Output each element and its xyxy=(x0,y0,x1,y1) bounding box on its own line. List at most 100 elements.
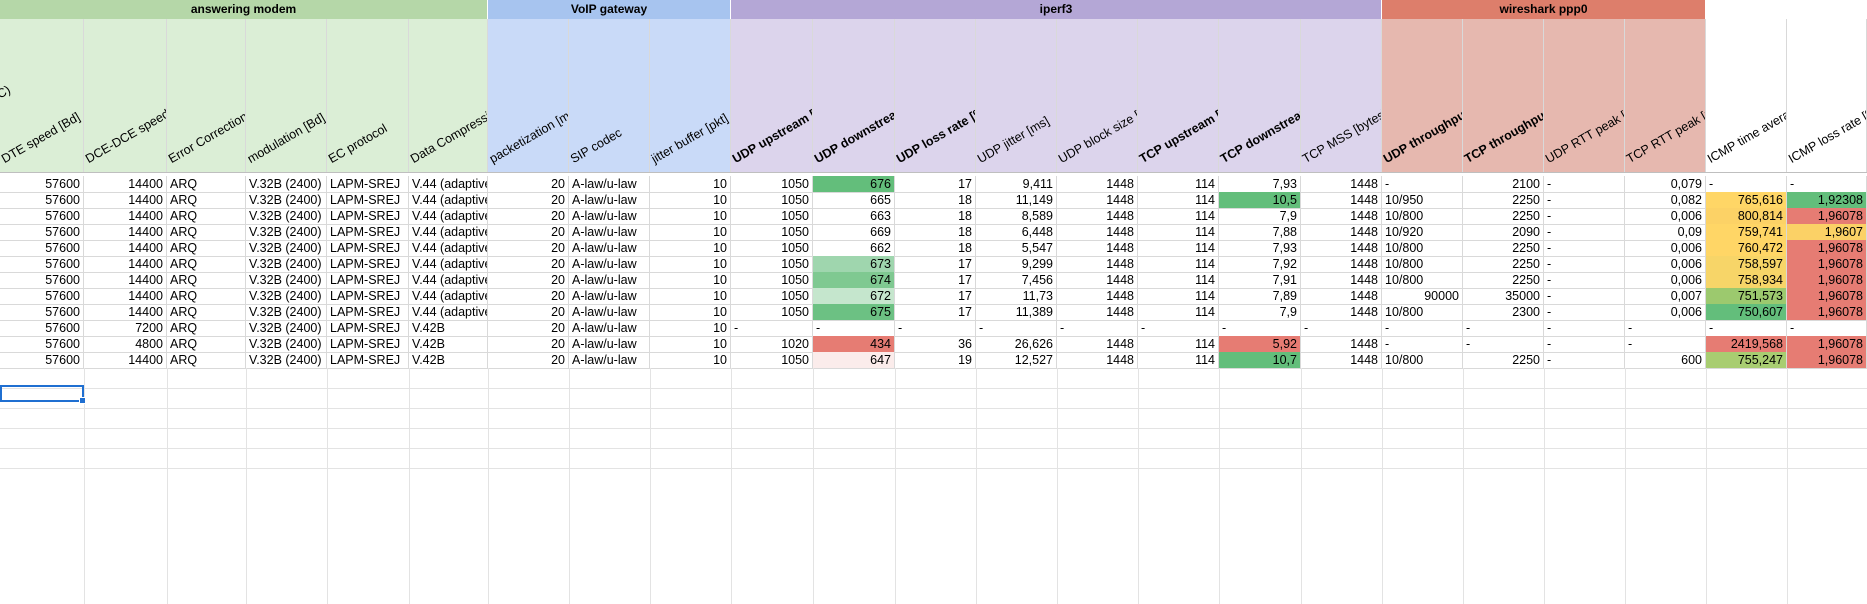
table-cell[interactable]: V.44 (adaptive) xyxy=(409,256,488,272)
table-cell[interactable]: 674 xyxy=(813,272,895,288)
table-cell[interactable]: 20 xyxy=(488,320,569,336)
table-cell[interactable]: V.32B (2400) xyxy=(246,224,327,240)
table-cell[interactable]: 90000 xyxy=(1382,288,1463,304)
table-cell[interactable]: LAPM-SREJ xyxy=(327,320,409,336)
table-cell[interactable]: V.44 (adaptive) xyxy=(409,176,488,192)
table-cell[interactable]: 57600 xyxy=(0,304,84,320)
table-cell[interactable]: 1448 xyxy=(1301,192,1382,208)
table-cell[interactable]: 114 xyxy=(1138,208,1219,224)
table-cell[interactable]: 1,96078 xyxy=(1787,240,1867,256)
table-cell[interactable]: A-law/u-law xyxy=(569,272,650,288)
table-cell[interactable]: 114 xyxy=(1138,192,1219,208)
table-cell[interactable]: - xyxy=(1544,240,1625,256)
table-cell[interactable]: A-law/u-law xyxy=(569,304,650,320)
table-cell[interactable]: V.32B (2400) xyxy=(246,304,327,320)
table-cell[interactable]: - xyxy=(1544,336,1625,352)
table-cell[interactable]: 17 xyxy=(895,176,976,192)
table-cell[interactable]: 0,006 xyxy=(1625,208,1706,224)
table-cell[interactable]: 662 xyxy=(813,240,895,256)
column-header[interactable]: UDP upstream [kbit/s] xyxy=(731,19,813,172)
table-cell[interactable]: V.32B (2400) xyxy=(246,272,327,288)
table-cell[interactable]: 1050 xyxy=(731,208,813,224)
table-cell[interactable]: - xyxy=(1544,256,1625,272)
table-cell[interactable]: 114 xyxy=(1138,288,1219,304)
table-cell[interactable]: 14400 xyxy=(84,176,167,192)
table-cell[interactable]: 14400 xyxy=(84,288,167,304)
column-header[interactable]: (DC) DTE speed [Bd] xyxy=(0,19,84,172)
table-cell[interactable]: 1448 xyxy=(1057,304,1138,320)
table-cell[interactable]: 1,96078 xyxy=(1787,336,1867,352)
table-cell[interactable]: V.32B (2400) xyxy=(246,320,327,336)
table-cell[interactable]: 1050 xyxy=(731,192,813,208)
table-cell[interactable]: 14400 xyxy=(84,192,167,208)
table-cell[interactable]: 20 xyxy=(488,272,569,288)
table-cell[interactable]: LAPM-SREJ xyxy=(327,336,409,352)
table-cell[interactable]: 18 xyxy=(895,208,976,224)
table-cell[interactable]: 2250 xyxy=(1463,256,1544,272)
table-cell[interactable]: 10 xyxy=(650,336,731,352)
table-cell[interactable]: ARQ xyxy=(167,240,246,256)
table-cell[interactable]: 673 xyxy=(813,256,895,272)
column-header[interactable]: Error Correction (EC) xyxy=(167,19,246,172)
table-cell[interactable]: 751,573 xyxy=(1706,288,1787,304)
table-cell[interactable]: 750,607 xyxy=(1706,304,1787,320)
table-cell[interactable]: LAPM-SREJ xyxy=(327,256,409,272)
table-cell[interactable]: 0,079 xyxy=(1625,176,1706,192)
table-cell[interactable]: 1448 xyxy=(1301,336,1382,352)
table-cell[interactable]: V.32B (2400) xyxy=(246,352,327,368)
table-cell[interactable]: 10 xyxy=(650,256,731,272)
table-cell[interactable]: 6,448 xyxy=(976,224,1057,240)
table-cell[interactable]: 114 xyxy=(1138,224,1219,240)
table-cell[interactable]: 0,007 xyxy=(1625,288,1706,304)
table-cell[interactable]: V.44 (adaptive) xyxy=(409,240,488,256)
table-cell[interactable]: 10/800 xyxy=(1382,352,1463,368)
column-header[interactable]: UDP jitter [ms] xyxy=(976,19,1057,172)
table-cell[interactable]: A-law/u-law xyxy=(569,176,650,192)
table-cell[interactable]: 20 xyxy=(488,208,569,224)
table-cell[interactable]: A-law/u-law xyxy=(569,352,650,368)
table-cell[interactable]: 12,527 xyxy=(976,352,1057,368)
table-cell[interactable]: 675 xyxy=(813,304,895,320)
table-cell[interactable]: 36 xyxy=(895,336,976,352)
table-cell[interactable]: 10 xyxy=(650,320,731,336)
table-cell[interactable]: 10 xyxy=(650,304,731,320)
table-cell[interactable]: 2250 xyxy=(1463,240,1544,256)
table-cell[interactable]: 0,082 xyxy=(1625,192,1706,208)
table-cell[interactable]: A-law/u-law xyxy=(569,320,650,336)
table-cell[interactable]: 2250 xyxy=(1463,192,1544,208)
table-cell[interactable]: V.42B xyxy=(409,336,488,352)
table-cell[interactable]: 1448 xyxy=(1301,352,1382,368)
column-header[interactable]: SIP codec xyxy=(569,19,650,172)
table-cell[interactable]: 1,96078 xyxy=(1787,272,1867,288)
table-cell[interactable]: 1448 xyxy=(1301,272,1382,288)
column-header[interactable]: TCP upstream [kbit/s] xyxy=(1138,19,1219,172)
table-cell[interactable]: 10/800 xyxy=(1382,256,1463,272)
table-cell[interactable]: 114 xyxy=(1138,352,1219,368)
table-cell[interactable]: 20 xyxy=(488,224,569,240)
table-cell[interactable]: 1448 xyxy=(1057,208,1138,224)
table-cell[interactable]: 1448 xyxy=(1057,192,1138,208)
table-cell[interactable]: 1448 xyxy=(1057,240,1138,256)
table-cell[interactable]: ARQ xyxy=(167,208,246,224)
group-header[interactable]: answering modem xyxy=(0,0,488,19)
table-cell[interactable]: V.42B xyxy=(409,320,488,336)
table-cell[interactable]: 20 xyxy=(488,352,569,368)
table-cell[interactable]: 1448 xyxy=(1301,288,1382,304)
table-cell[interactable]: 9,299 xyxy=(976,256,1057,272)
table-cell[interactable]: A-law/u-law xyxy=(569,256,650,272)
table-cell[interactable]: 14400 xyxy=(84,352,167,368)
column-header[interactable]: jitter buffer [pkt] xyxy=(650,19,731,172)
table-cell[interactable]: 57600 xyxy=(0,176,84,192)
table-cell[interactable]: A-law/u-law xyxy=(569,192,650,208)
table-cell[interactable]: 2250 xyxy=(1463,272,1544,288)
table-cell[interactable]: V.44 (adaptive) xyxy=(409,208,488,224)
table-cell[interactable]: A-law/u-law xyxy=(569,224,650,240)
table-cell[interactable]: V.32B (2400) xyxy=(246,336,327,352)
table-cell[interactable]: 1448 xyxy=(1057,256,1138,272)
column-header[interactable]: UDP block size [bytes] xyxy=(1057,19,1138,172)
table-cell[interactable]: 1448 xyxy=(1057,176,1138,192)
table-cell[interactable]: ARQ xyxy=(167,192,246,208)
table-cell[interactable]: LAPM-SREJ xyxy=(327,224,409,240)
table-cell[interactable]: 800,814 xyxy=(1706,208,1787,224)
table-cell[interactable]: 11,149 xyxy=(976,192,1057,208)
